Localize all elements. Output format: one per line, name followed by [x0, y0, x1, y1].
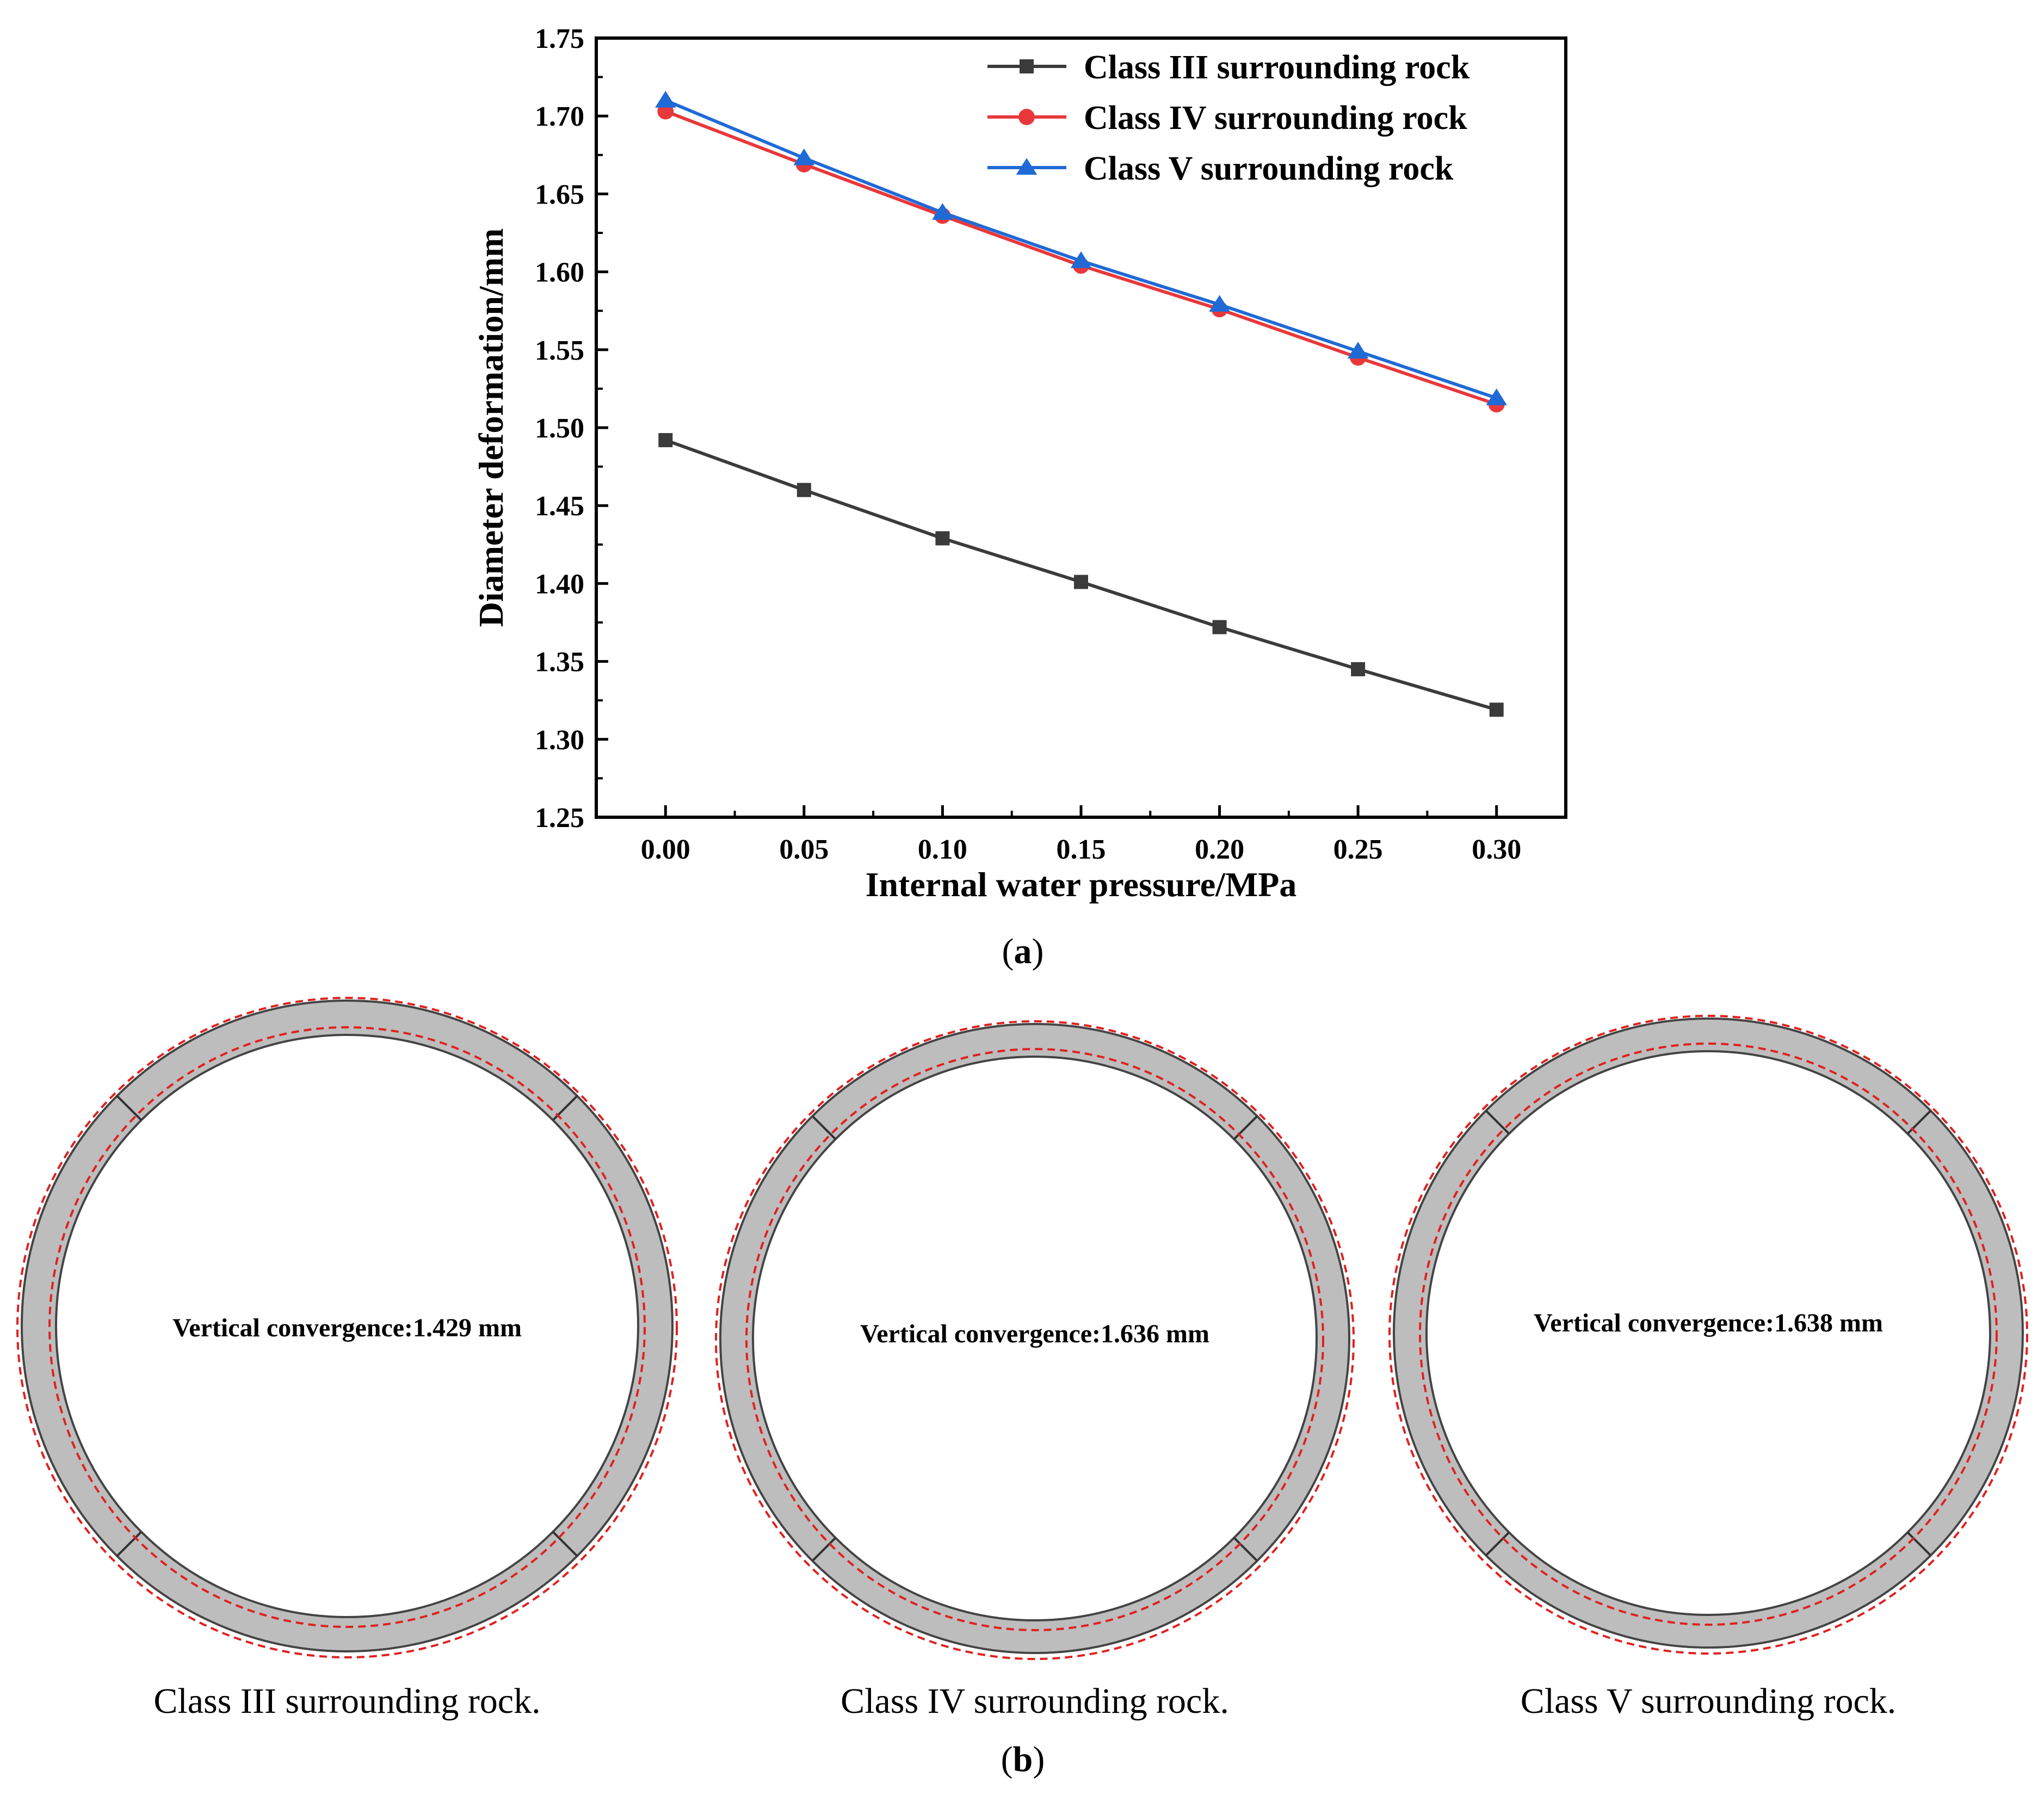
x-tick-label: 0.00 [641, 834, 690, 865]
ring-diagram-2: Vertical convergence:1.636 mm Class IV su… [715, 1020, 1355, 1721]
segment-joint [1906, 1109, 1932, 1135]
deformed-inner-outline [745, 1048, 1324, 1631]
legend-label: Class III surrounding rock [1084, 49, 1470, 86]
segment-joint [116, 1095, 143, 1121]
segment-joint [1233, 1115, 1258, 1140]
x-tick-label: 0.20 [1195, 834, 1244, 865]
convergence-label: Vertical convergence:1.638 mm [1534, 1309, 1883, 1337]
y-tick-label: 1.35 [535, 647, 584, 678]
lining-outer-edge [719, 1023, 1350, 1654]
data-point [1489, 702, 1504, 717]
data-point [796, 483, 811, 497]
lining-outer-edge [1393, 1017, 2024, 1649]
data-point [1209, 295, 1230, 312]
segment-joint [1485, 1109, 1510, 1135]
x-axis-title: Internal water pressure/MPa [866, 865, 1297, 904]
x-tick-label: 0.05 [779, 834, 829, 865]
deformed-outer-outline [715, 1020, 1355, 1660]
y-axis-title: Diameter deformation/mm [472, 229, 510, 627]
data-point [1074, 575, 1088, 589]
tunnel-lining [22, 1001, 672, 1651]
series-line [665, 98, 1497, 400]
y-tick-label: 1.30 [535, 725, 584, 756]
ring-diagram-3: Vertical convergence:1.638 mm Class V sur… [1388, 1015, 2028, 1721]
legend-label: Class V surrounding rock [1084, 150, 1454, 187]
series-layer [654, 91, 1508, 717]
y-tick-label: 1.45 [535, 491, 584, 522]
x-tick-label: 0.25 [1333, 834, 1383, 865]
ring-caption: Class V surrounding rock. [1521, 1681, 1897, 1721]
y-axis: 1.25 1.30 1.35 1.40 1.45 1.50 1.55 1.60 1.65 1.70… [535, 23, 608, 834]
legend-marker [1020, 59, 1034, 73]
segment-joint [1485, 1531, 1510, 1557]
ring-caption: Class III surrounding rock. [153, 1681, 540, 1721]
y-tick-label: 1.40 [535, 569, 584, 600]
data-point [658, 433, 673, 447]
deformed-inner-outline [1419, 1043, 1998, 1626]
series-1 [658, 433, 1504, 717]
data-point [1070, 251, 1092, 268]
x-tick-label: 0.30 [1472, 834, 1521, 865]
x-tick-label: 0.15 [1057, 834, 1106, 865]
data-point [935, 531, 950, 546]
series-3 [654, 91, 1508, 405]
lining-outer-edge [21, 1000, 674, 1652]
chart-panel-a: 1.25 1.30 1.35 1.40 1.45 1.50 1.55 1.60 1.65 1.70… [472, 23, 1567, 904]
deformed-inner-outline [48, 1026, 646, 1628]
segment-joint [1233, 1537, 1258, 1562]
data-point [1486, 388, 1508, 405]
data-point [654, 91, 676, 108]
caption-a: (a) [1002, 932, 1044, 971]
segment-joint [811, 1537, 837, 1562]
deformed-outer-outline [1388, 1015, 2028, 1655]
y-tick-label: 1.50 [535, 413, 584, 444]
x-tick-label: 0.10 [918, 834, 967, 865]
y-tick-label: 1.65 [535, 179, 584, 210]
lining-inner-edge [752, 1056, 1318, 1621]
segment-joint [116, 1531, 143, 1557]
tunnel-lining [1394, 1019, 2023, 1648]
data-point [932, 203, 953, 220]
segment-joint [552, 1531, 578, 1557]
legend: Class III surrounding rock Class IV surro… [987, 49, 1470, 187]
y-tick-label: 1.55 [535, 335, 584, 366]
ring-diagrams: Vertical convergence:1.429 mm Class III s… [16, 997, 2028, 1721]
legend-marker [1018, 109, 1035, 125]
caption-b: (b) [1001, 1740, 1045, 1779]
y-tick-label: 1.75 [535, 23, 584, 54]
data-point [793, 148, 815, 165]
lining-inner-edge [1425, 1050, 1991, 1616]
data-point [1347, 342, 1369, 359]
y-tick-label: 1.25 [535, 803, 584, 834]
ring-caption: Class IV surrounding rock. [841, 1681, 1229, 1721]
legend-label: Class IV surrounding rock [1084, 100, 1467, 137]
data-point [1351, 662, 1366, 676]
ring-diagram-1: Vertical convergence:1.429 mm Class III s… [16, 997, 678, 1721]
segment-joint [811, 1115, 837, 1140]
lining-inner-edge [55, 1034, 639, 1618]
data-point [1212, 620, 1227, 634]
deformed-outer-outline [16, 997, 678, 1658]
x-axis: 0.00 0.05 0.10 0.15 0.20 0.25 0.30 [595, 805, 1521, 865]
convergence-label: Vertical convergence:1.429 mm [172, 1313, 522, 1342]
segment-joint [1906, 1531, 1932, 1557]
y-tick-label: 1.60 [535, 257, 584, 288]
legend-marker [1016, 158, 1038, 175]
segment-joint [552, 1095, 578, 1121]
tunnel-lining [720, 1024, 1349, 1653]
y-tick-label: 1.70 [535, 101, 584, 132]
convergence-label: Vertical convergence:1.636 mm [860, 1319, 1209, 1348]
